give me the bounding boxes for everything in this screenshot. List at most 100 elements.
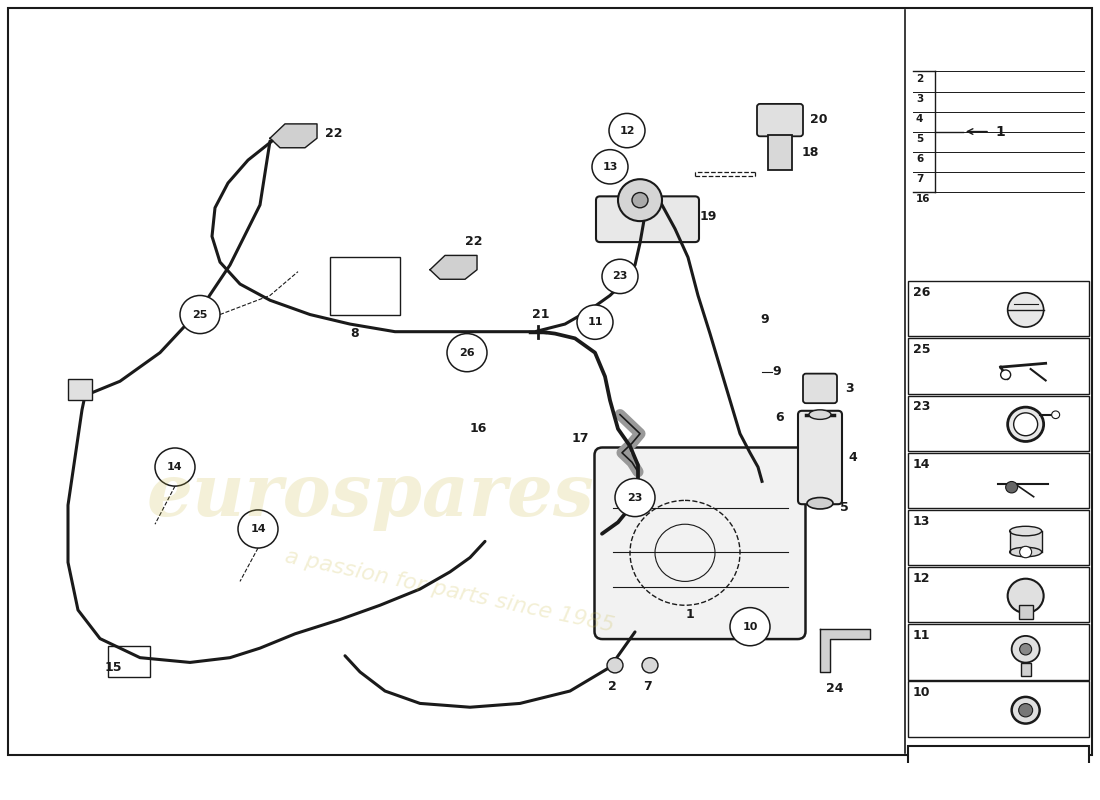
Text: 20: 20 <box>810 113 827 126</box>
Text: 1: 1 <box>996 126 1004 139</box>
Circle shape <box>1052 411 1059 418</box>
FancyBboxPatch shape <box>594 447 805 639</box>
Circle shape <box>609 114 645 148</box>
FancyBboxPatch shape <box>798 411 842 504</box>
Circle shape <box>180 295 220 334</box>
Text: 5: 5 <box>916 134 923 144</box>
Text: 22: 22 <box>324 127 342 140</box>
FancyBboxPatch shape <box>68 379 92 400</box>
Polygon shape <box>270 124 317 148</box>
Circle shape <box>1012 697 1040 723</box>
Ellipse shape <box>1010 547 1042 557</box>
Text: 4: 4 <box>848 451 857 464</box>
Circle shape <box>1020 643 1032 655</box>
Text: 13: 13 <box>913 515 931 528</box>
Polygon shape <box>968 766 1031 778</box>
Circle shape <box>238 510 278 548</box>
Polygon shape <box>430 255 477 279</box>
Ellipse shape <box>807 498 833 509</box>
Text: 11: 11 <box>587 317 603 327</box>
FancyBboxPatch shape <box>1010 531 1042 552</box>
Text: 10: 10 <box>742 622 758 632</box>
Circle shape <box>730 608 770 646</box>
Text: 12: 12 <box>913 572 931 585</box>
Text: 22: 22 <box>465 234 483 248</box>
Circle shape <box>155 448 195 486</box>
Circle shape <box>1020 546 1032 558</box>
Text: 7: 7 <box>644 680 652 693</box>
Text: 6: 6 <box>916 154 923 165</box>
Circle shape <box>632 193 648 208</box>
Text: 26: 26 <box>459 348 475 358</box>
Text: 19: 19 <box>700 210 717 223</box>
FancyBboxPatch shape <box>908 624 1089 679</box>
FancyBboxPatch shape <box>1021 662 1031 676</box>
FancyBboxPatch shape <box>803 374 837 403</box>
Circle shape <box>592 150 628 184</box>
Circle shape <box>618 179 662 221</box>
FancyBboxPatch shape <box>908 682 1089 737</box>
Circle shape <box>607 658 623 673</box>
Text: 25: 25 <box>913 343 931 356</box>
Text: 14: 14 <box>250 524 266 534</box>
Ellipse shape <box>808 410 830 419</box>
FancyBboxPatch shape <box>908 510 1089 566</box>
FancyBboxPatch shape <box>1019 606 1033 618</box>
FancyBboxPatch shape <box>768 135 792 170</box>
Text: 16: 16 <box>470 422 486 435</box>
Text: 13: 13 <box>603 162 618 172</box>
Text: 955 02: 955 02 <box>964 789 1033 800</box>
Ellipse shape <box>1010 526 1042 536</box>
FancyBboxPatch shape <box>908 785 1089 800</box>
FancyBboxPatch shape <box>908 746 1089 800</box>
Text: 9: 9 <box>772 366 781 378</box>
Text: 21: 21 <box>532 308 550 321</box>
Text: 1: 1 <box>685 608 694 621</box>
Text: 14: 14 <box>913 458 931 470</box>
Text: 4: 4 <box>916 114 923 124</box>
Circle shape <box>602 259 638 294</box>
Text: 24: 24 <box>826 682 844 694</box>
Text: 11: 11 <box>913 630 931 642</box>
FancyBboxPatch shape <box>908 567 1089 622</box>
Text: 6: 6 <box>776 411 783 424</box>
Text: 9: 9 <box>760 313 769 326</box>
Circle shape <box>1008 578 1044 613</box>
Text: 7: 7 <box>916 174 923 185</box>
Text: 2: 2 <box>916 74 923 84</box>
Text: 26: 26 <box>913 286 931 299</box>
Polygon shape <box>820 629 870 672</box>
Text: 2: 2 <box>607 680 616 693</box>
Text: 15: 15 <box>104 661 122 674</box>
Text: a passion for parts since 1985: a passion for parts since 1985 <box>284 546 617 636</box>
Text: eurospares: eurospares <box>146 460 594 531</box>
Circle shape <box>1019 703 1033 717</box>
Text: 8: 8 <box>351 327 360 340</box>
Text: 14: 14 <box>167 462 183 472</box>
Text: 5: 5 <box>840 501 849 514</box>
Circle shape <box>447 334 487 372</box>
Text: 23: 23 <box>613 271 628 282</box>
Text: 17: 17 <box>572 432 590 445</box>
Text: 23: 23 <box>913 401 931 414</box>
FancyBboxPatch shape <box>757 104 803 136</box>
Circle shape <box>1008 407 1044 442</box>
Text: 3: 3 <box>916 94 923 104</box>
Circle shape <box>1005 482 1018 493</box>
Text: 12: 12 <box>619 126 635 135</box>
Text: 3: 3 <box>845 382 854 395</box>
Circle shape <box>1001 370 1011 379</box>
Circle shape <box>1012 636 1040 662</box>
Text: 25: 25 <box>192 310 208 319</box>
Circle shape <box>1008 293 1044 327</box>
Circle shape <box>615 478 654 517</box>
FancyBboxPatch shape <box>908 395 1089 451</box>
Circle shape <box>642 658 658 673</box>
FancyBboxPatch shape <box>908 281 1089 337</box>
Polygon shape <box>960 775 979 782</box>
Circle shape <box>578 305 613 339</box>
Text: 23: 23 <box>627 493 642 502</box>
Text: 16: 16 <box>916 194 931 205</box>
FancyBboxPatch shape <box>596 196 698 242</box>
Circle shape <box>1014 413 1037 436</box>
